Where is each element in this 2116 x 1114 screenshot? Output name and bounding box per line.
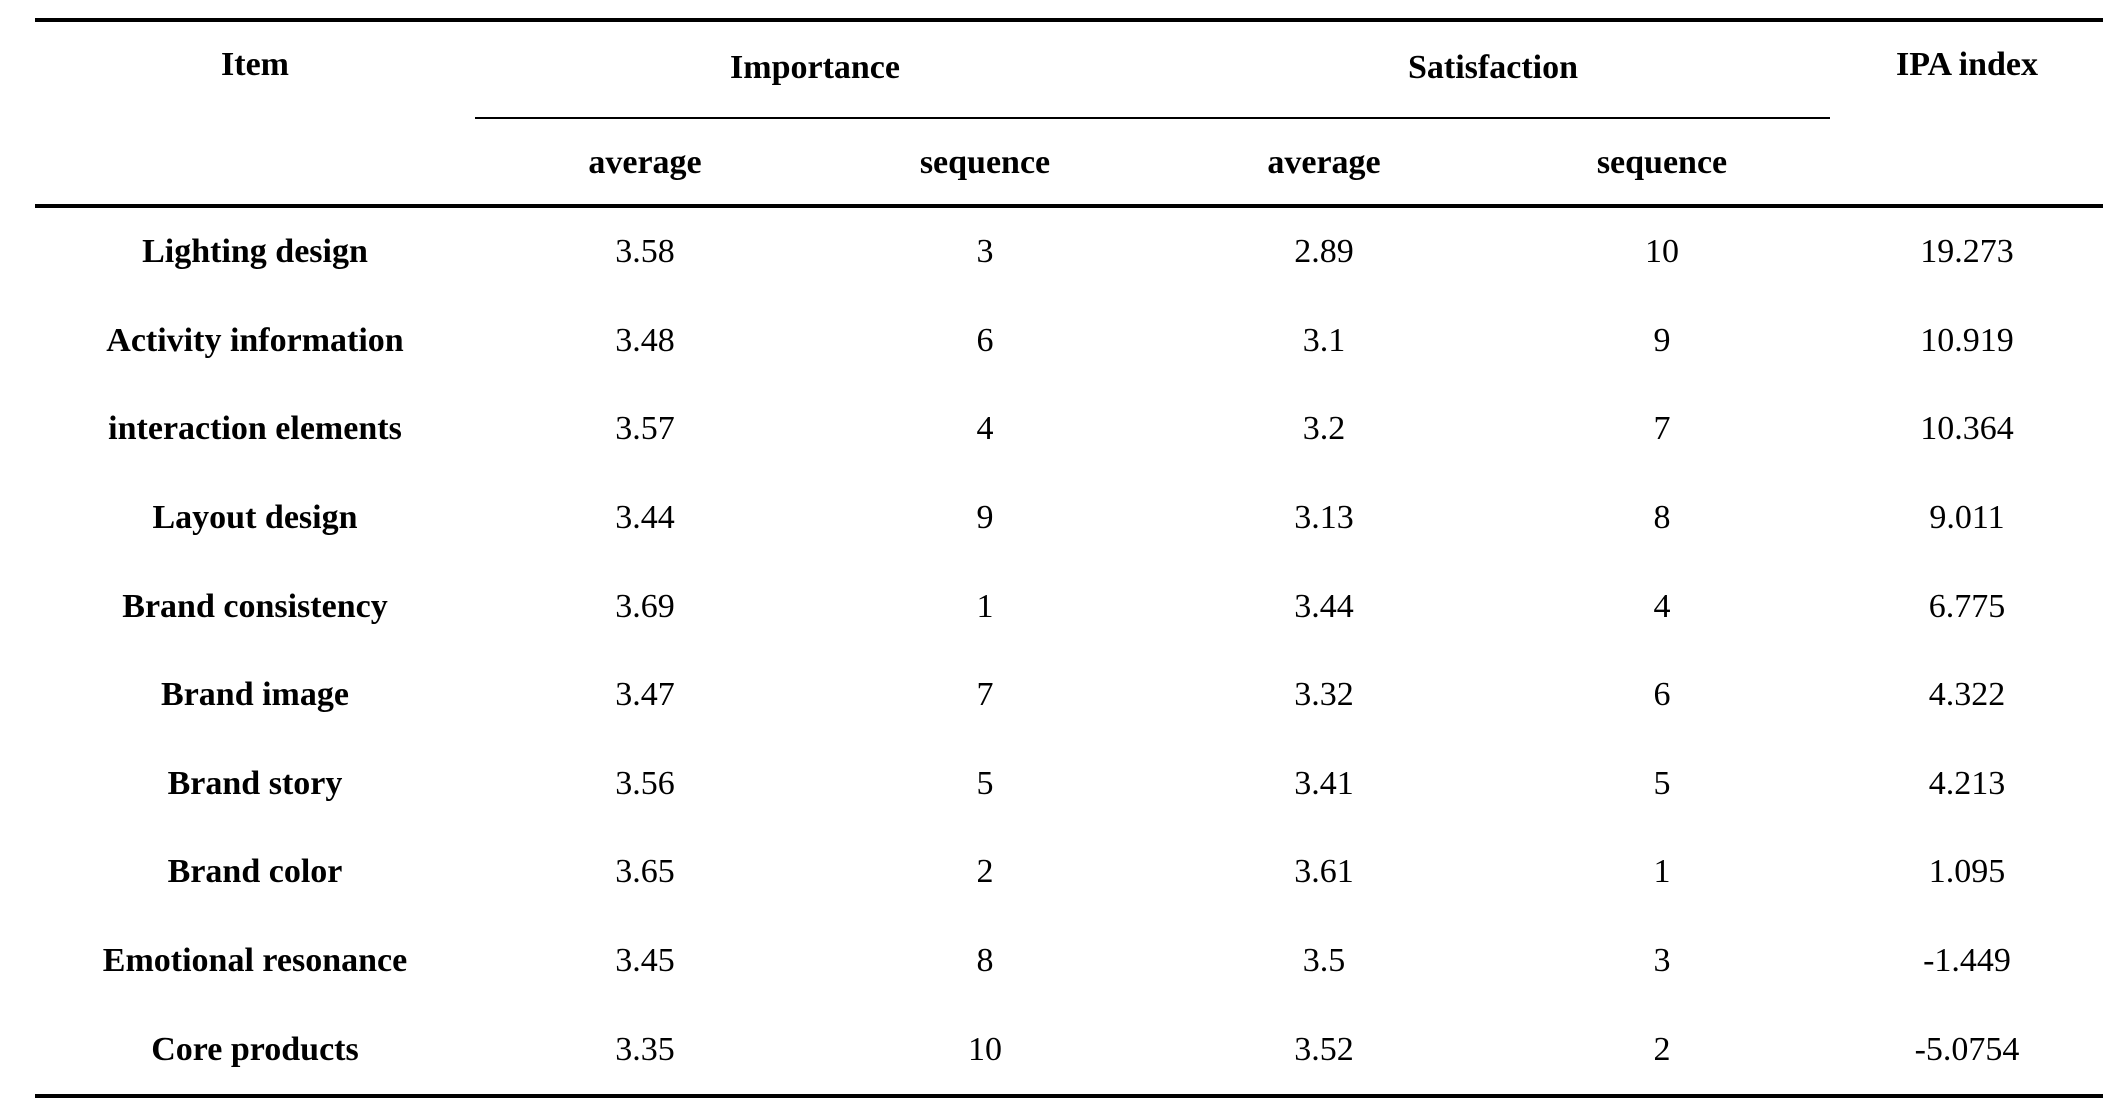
table-row: Brand image 3.47 7 3.32 6 4.322 (35, 651, 2103, 740)
cell-item: Brand image (161, 676, 349, 714)
cell-satisfaction-sequence: 5 (1653, 764, 1671, 802)
table-row: Brand story 3.56 5 3.41 5 4.213 (35, 740, 2103, 829)
cell-satisfaction-sequence: 9 (1653, 321, 1671, 359)
cell-importance-average: 3.48 (615, 321, 675, 359)
cell-ipa-index: 10.364 (1920, 410, 2014, 448)
cell-item: Activity information (106, 321, 404, 359)
cell-importance-sequence: 8 (976, 942, 994, 980)
table-row: Lighting design 3.58 3 2.89 10 19.273 (35, 208, 2103, 297)
cell-ipa-index: 4.322 (1928, 676, 2006, 714)
cell-ipa-index: 1.095 (1928, 853, 2006, 891)
cell-satisfaction-sequence: 2 (1653, 1030, 1671, 1068)
cell-ipa-index: 10.919 (1920, 321, 2014, 359)
cell-item: interaction elements (108, 410, 402, 448)
group-header-rule (475, 117, 1830, 119)
cell-item: Lighting design (142, 233, 368, 271)
cell-importance-sequence: 3 (976, 233, 994, 271)
table-row: Core products 3.35 10 3.52 2 -5.0754 (35, 1005, 2103, 1094)
cell-importance-average: 3.57 (615, 410, 675, 448)
cell-importance-sequence: 7 (976, 676, 994, 714)
cell-ipa-index: 4.213 (1928, 764, 2006, 802)
cell-satisfaction-sequence: 7 (1653, 410, 1671, 448)
cell-item: Brand consistency (122, 587, 388, 625)
cell-ipa-index: 6.775 (1928, 587, 2006, 625)
cell-item: Brand color (167, 853, 343, 891)
cell-satisfaction-sequence: 6 (1653, 676, 1671, 714)
header-satisfaction-average: average (1267, 144, 1381, 181)
header-satisfaction-sequence: sequence (1596, 144, 1728, 181)
cell-importance-sequence: 9 (976, 499, 994, 537)
cell-satisfaction-sequence: 10 (1645, 233, 1679, 271)
cell-satisfaction-sequence: 3 (1653, 942, 1671, 980)
cell-importance-average: 3.56 (615, 764, 675, 802)
header-row-sub: average sequence average sequence (35, 118, 2103, 208)
cell-importance-average: 3.44 (615, 499, 675, 537)
table-row: Layout design 3.44 9 3.13 8 9.011 (35, 474, 2103, 563)
header-importance-sequence: sequence (919, 144, 1051, 181)
cell-satisfaction-average: 3.13 (1294, 499, 1354, 537)
cell-importance-sequence: 4 (976, 410, 994, 448)
cell-item: Core products (151, 1030, 359, 1068)
header-satisfaction: Satisfaction (1408, 49, 1578, 86)
table-row: interaction elements 3.57 4 3.2 7 10.364 (35, 385, 2103, 474)
cell-satisfaction-average: 3.2 (1302, 410, 1346, 448)
table-row: Emotional resonance 3.45 8 3.5 3 -1.449 (35, 917, 2103, 1006)
cell-importance-average: 3.58 (615, 233, 675, 271)
cell-satisfaction-average: 3.1 (1302, 321, 1346, 359)
table-bottom-rule (35, 1094, 2103, 1098)
table-row: Brand color 3.65 2 3.61 1 1.095 (35, 828, 2103, 917)
cell-importance-average: 3.69 (615, 587, 675, 625)
cell-satisfaction-average: 3.41 (1294, 764, 1354, 802)
header-row-groups: Item Importance Satisfaction IPA index (35, 18, 2103, 118)
cell-item: Layout design (152, 499, 358, 537)
cell-satisfaction-average: 3.52 (1294, 1030, 1354, 1068)
ipa-table: Item Importance Satisfaction IPA index a… (35, 18, 2103, 1094)
cell-importance-sequence: 1 (976, 587, 994, 625)
table-header: Item Importance Satisfaction IPA index a… (35, 18, 2103, 208)
cell-ipa-index: 19.273 (1920, 233, 2014, 271)
table-top-rule (35, 18, 2103, 22)
header-importance-average: average (588, 144, 702, 181)
cell-ipa-index: -5.0754 (1914, 1030, 2020, 1068)
cell-item: Brand story (167, 764, 343, 802)
header-item: Item (221, 46, 289, 83)
cell-satisfaction-sequence: 1 (1653, 853, 1671, 891)
cell-importance-sequence: 10 (968, 1030, 1002, 1068)
cell-ipa-index: 9.011 (1929, 499, 2005, 537)
cell-satisfaction-average: 2.89 (1294, 233, 1354, 271)
cell-ipa-index: -1.449 (1923, 942, 2011, 980)
cell-importance-average: 3.45 (615, 942, 675, 980)
table-body: Lighting design 3.58 3 2.89 10 19.273 Ac… (35, 208, 2103, 1094)
cell-importance-average: 3.65 (615, 853, 675, 891)
header-importance: Importance (730, 49, 900, 86)
cell-item: Emotional resonance (102, 942, 408, 980)
cell-importance-sequence: 6 (976, 321, 994, 359)
cell-satisfaction-sequence: 8 (1653, 499, 1671, 537)
cell-satisfaction-average: 3.44 (1294, 587, 1354, 625)
cell-importance-average: 3.47 (615, 676, 675, 714)
cell-importance-average: 3.35 (615, 1030, 675, 1068)
cell-satisfaction-average: 3.5 (1302, 942, 1346, 980)
table-row: Activity information 3.48 6 3.1 9 10.919 (35, 297, 2103, 386)
cell-importance-sequence: 2 (976, 853, 994, 891)
cell-satisfaction-sequence: 4 (1653, 587, 1671, 625)
header-ipa-index: IPA index (1895, 46, 2038, 83)
cell-satisfaction-average: 3.32 (1294, 676, 1354, 714)
table-row: Brand consistency 3.69 1 3.44 4 6.775 (35, 562, 2103, 651)
cell-satisfaction-average: 3.61 (1294, 853, 1354, 891)
header-bottom-rule (35, 204, 2103, 208)
cell-importance-sequence: 5 (976, 764, 994, 802)
